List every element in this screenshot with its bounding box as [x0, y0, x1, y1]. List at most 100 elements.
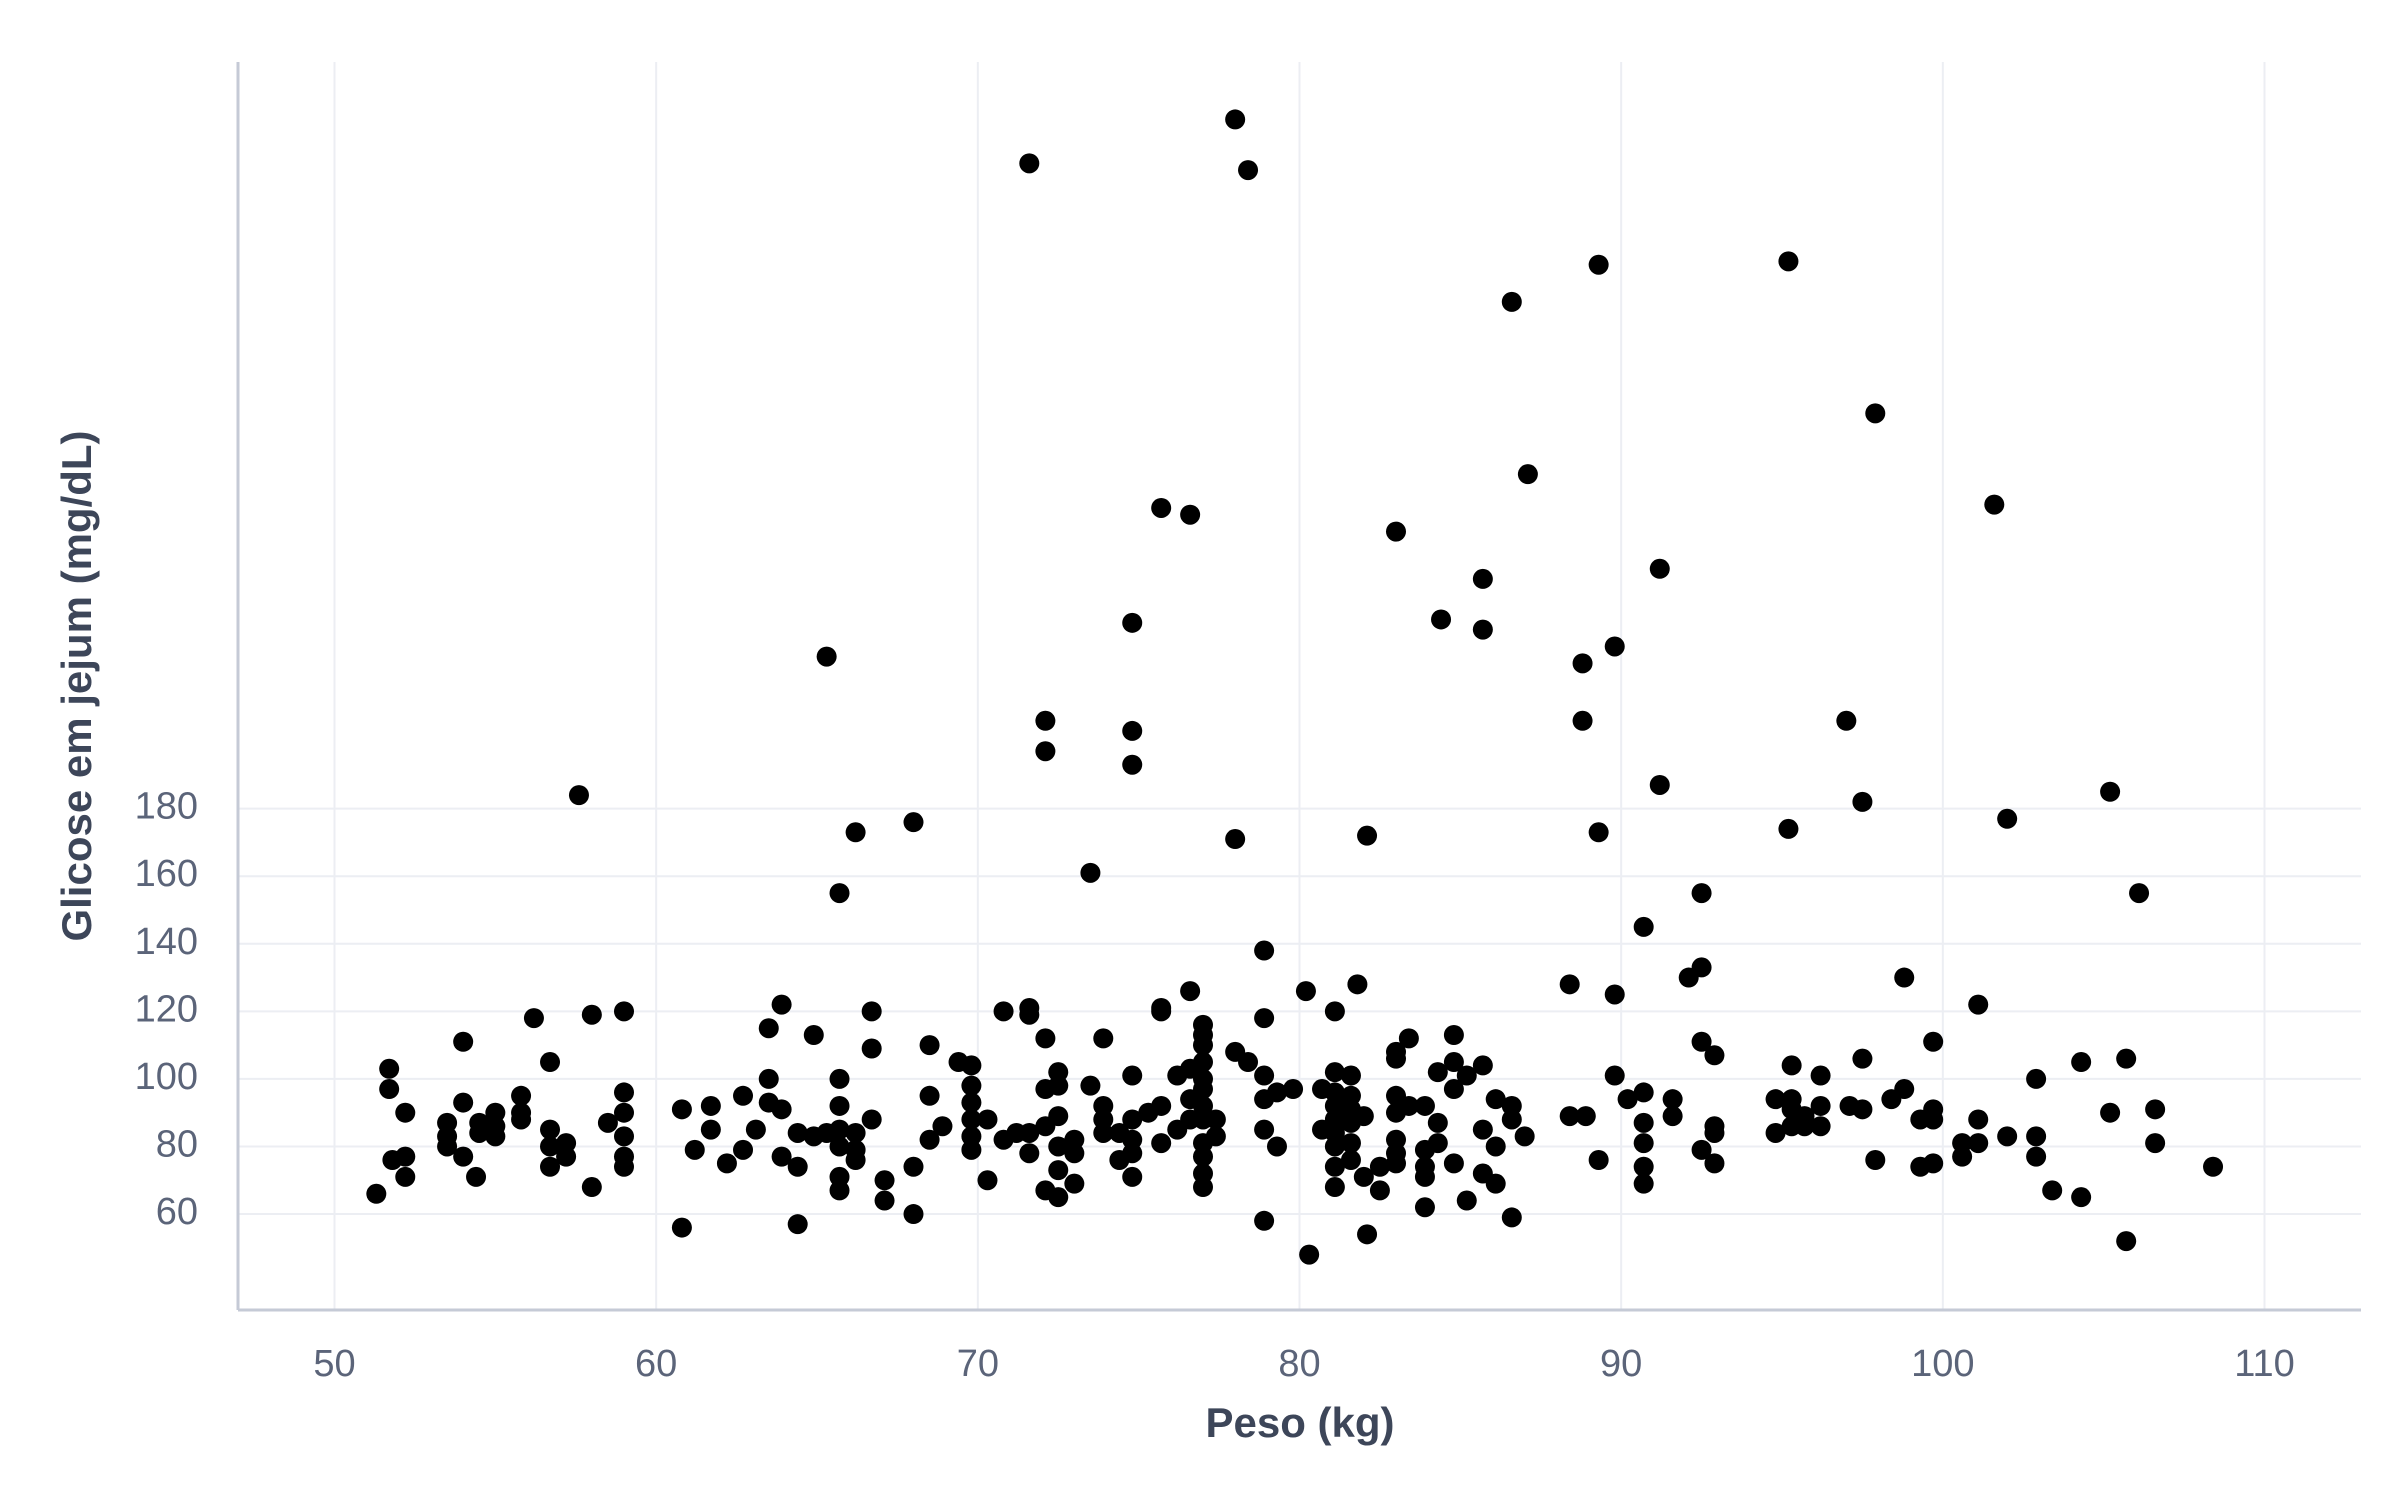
- point: [1205, 1109, 1226, 1130]
- point: [1765, 1122, 1786, 1143]
- point: [1517, 464, 1538, 485]
- point: [803, 1024, 824, 1045]
- point: [829, 1068, 850, 1089]
- y-tick-label: 80: [156, 1124, 198, 1166]
- point: [395, 1166, 416, 1187]
- point: [829, 883, 850, 904]
- point: [2203, 1156, 2224, 1177]
- point: [1691, 957, 1712, 978]
- point: [1472, 1119, 1493, 1140]
- point: [1894, 967, 1915, 988]
- point: [1968, 1133, 1989, 1154]
- point: [671, 1217, 692, 1238]
- point: [1485, 1173, 1506, 1194]
- point: [1427, 1112, 1448, 1133]
- point: [1151, 1133, 1172, 1154]
- point: [1604, 636, 1625, 657]
- point: [1266, 1136, 1287, 1157]
- point: [1238, 1052, 1259, 1073]
- point: [1604, 1065, 1625, 1086]
- point: [1865, 1149, 1886, 1170]
- point: [1778, 251, 1799, 272]
- point: [1443, 1153, 1464, 1174]
- point: [829, 1095, 850, 1116]
- point: [1093, 1122, 1114, 1143]
- point: [540, 1136, 561, 1157]
- point: [1662, 1089, 1683, 1110]
- point: [1151, 497, 1172, 518]
- point: [1254, 1065, 1275, 1086]
- point: [379, 1058, 400, 1079]
- point: [1080, 1075, 1101, 1096]
- point: [771, 1146, 792, 1167]
- point: [1193, 1052, 1213, 1073]
- point: [1662, 1106, 1683, 1127]
- point: [1180, 981, 1201, 1002]
- point: [1122, 754, 1143, 775]
- point: [1193, 1177, 1213, 1198]
- point: [1064, 1173, 1085, 1194]
- point: [874, 1170, 895, 1191]
- point: [1691, 883, 1712, 904]
- point: [1485, 1136, 1506, 1157]
- point: [1340, 1065, 1361, 1086]
- point: [1501, 1109, 1522, 1130]
- point: [1398, 1028, 1419, 1049]
- point: [1427, 1133, 1448, 1154]
- point: [1398, 1095, 1419, 1116]
- point: [1386, 1048, 1406, 1069]
- point: [523, 1008, 544, 1029]
- point: [1443, 1024, 1464, 1045]
- point: [1810, 1116, 1831, 1137]
- point: [1048, 1187, 1069, 1208]
- point: [1575, 1106, 1596, 1127]
- point: [1048, 1136, 1069, 1157]
- point: [1324, 1136, 1345, 1157]
- x-tick-label: 90: [1600, 1343, 1642, 1385]
- point: [1691, 1139, 1712, 1160]
- point: [1691, 1031, 1712, 1052]
- point: [903, 1156, 924, 1177]
- point: [2116, 1231, 2137, 1252]
- point: [1340, 1133, 1361, 1154]
- point: [1122, 1143, 1143, 1164]
- y-tick-label: 140: [135, 921, 198, 963]
- point: [1347, 974, 1368, 995]
- point: [485, 1126, 506, 1147]
- point: [1122, 1109, 1143, 1130]
- point: [1353, 1106, 1374, 1127]
- point: [758, 1068, 779, 1089]
- x-tick-label: 70: [957, 1343, 999, 1385]
- point: [597, 1112, 618, 1133]
- point: [845, 1149, 866, 1170]
- point: [919, 1129, 940, 1150]
- point: [540, 1156, 561, 1177]
- point: [932, 1116, 953, 1137]
- point: [1122, 720, 1143, 741]
- point: [1080, 862, 1101, 883]
- point: [787, 1214, 808, 1235]
- point: [1923, 1109, 1944, 1130]
- point: [1299, 1244, 1320, 1265]
- point: [453, 1146, 474, 1167]
- point: [437, 1136, 458, 1157]
- point: [1617, 1089, 1638, 1110]
- x-axis-title: Peso (kg): [1205, 1399, 1394, 1446]
- point: [2042, 1180, 2063, 1201]
- point: [1968, 994, 1989, 1015]
- point: [614, 1082, 634, 1103]
- point: [684, 1139, 705, 1160]
- y-tick-label: 60: [156, 1191, 198, 1233]
- point: [1414, 1197, 1435, 1218]
- point: [1353, 1166, 1374, 1187]
- point: [1588, 254, 1609, 275]
- point: [1559, 1106, 1580, 1127]
- point: [395, 1146, 416, 1167]
- point: [1852, 1048, 1873, 1069]
- point: [977, 1109, 998, 1130]
- point: [453, 1031, 474, 1052]
- point: [2026, 1068, 2047, 1089]
- point: [1923, 1031, 1944, 1052]
- point: [1369, 1156, 1390, 1177]
